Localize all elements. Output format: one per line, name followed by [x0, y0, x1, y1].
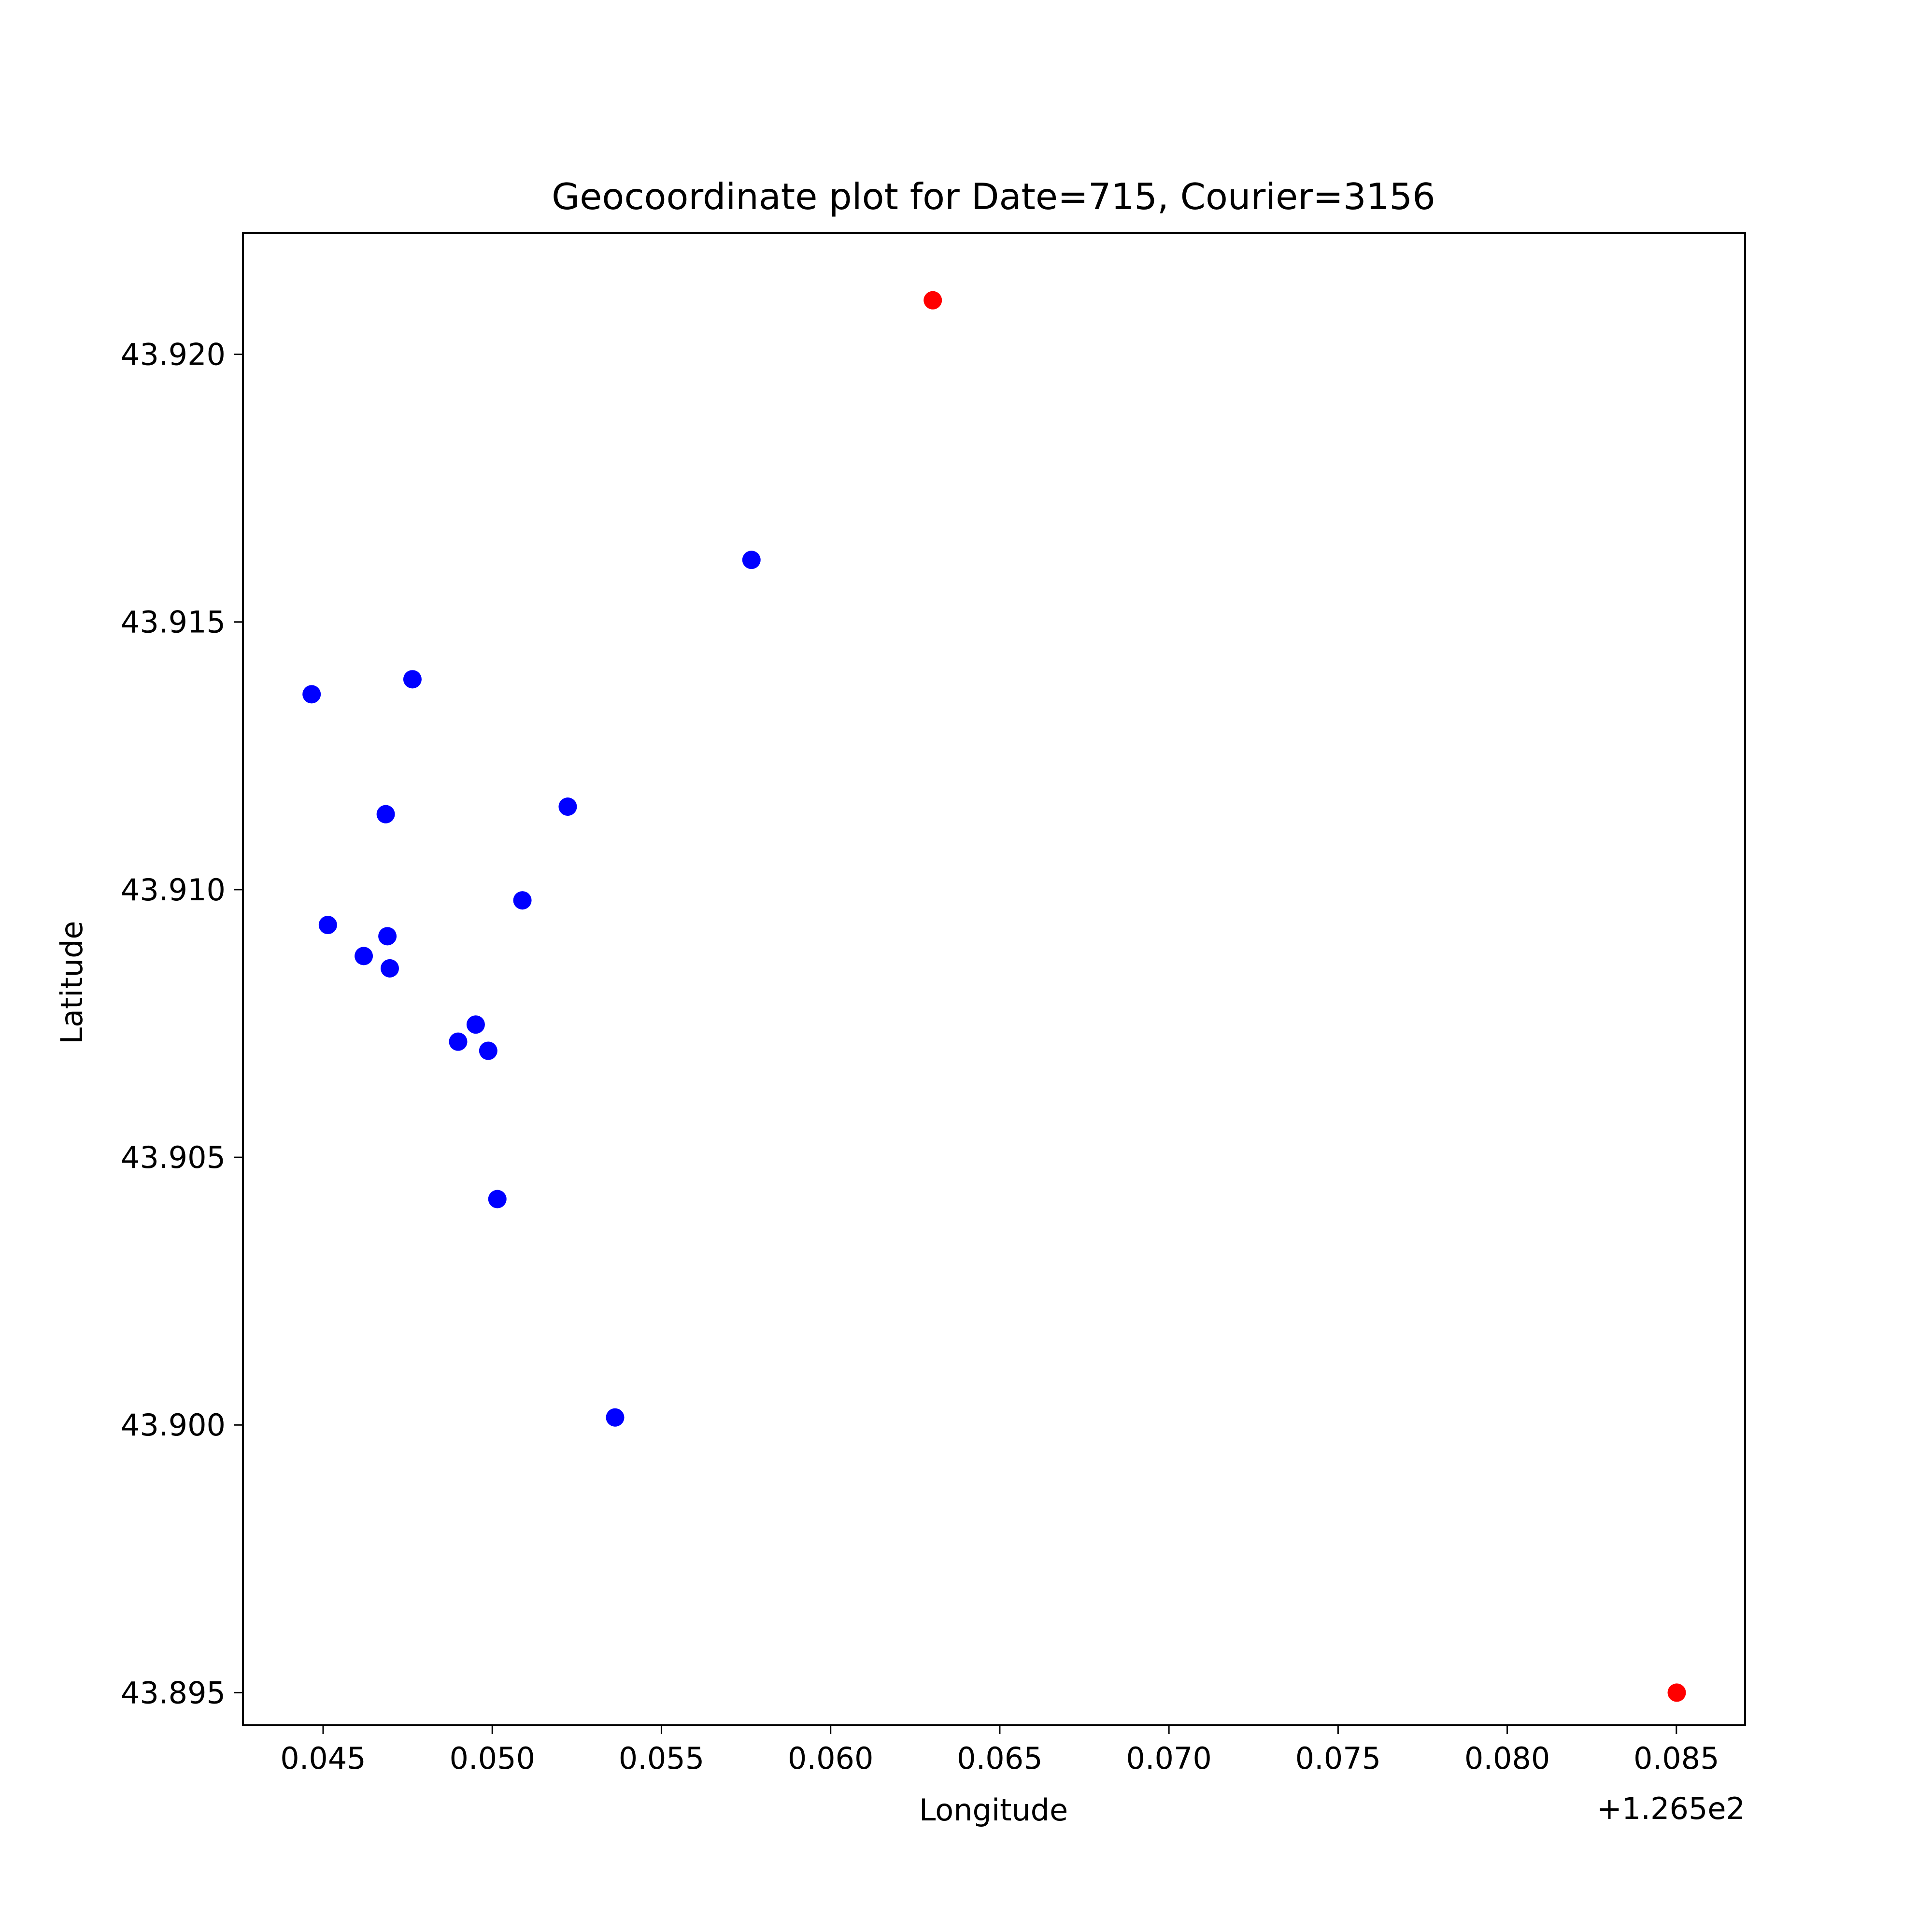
scatter-point: [923, 291, 942, 310]
x-tick-label: 0.080: [1464, 1741, 1550, 1776]
y-axis-label: Latitude: [54, 921, 89, 1044]
y-tick-label: 43.910: [121, 872, 226, 908]
plot-frame: [242, 232, 1746, 1726]
y-tick-label: 43.920: [121, 337, 226, 372]
scatter-point: [606, 1408, 625, 1427]
y-tick-label: 43.915: [121, 605, 226, 640]
x-tick-label: 0.085: [1634, 1741, 1719, 1776]
scatter-point: [302, 685, 321, 704]
scatter-point: [378, 927, 397, 946]
x-tick-label: 0.065: [957, 1741, 1043, 1776]
y-tick-label: 43.905: [121, 1140, 226, 1175]
scatter-point: [479, 1041, 497, 1060]
scatter-point: [558, 797, 577, 816]
scatter-point: [380, 959, 399, 978]
scatter-point: [318, 916, 337, 935]
scatter-point: [355, 947, 373, 966]
scatter-point: [488, 1190, 507, 1208]
x-axis-label: Longitude: [919, 1792, 1068, 1828]
x-offset-text: +1.265e2: [1597, 1791, 1745, 1826]
x-tick-label: 0.075: [1295, 1741, 1381, 1776]
scatter-point: [513, 891, 532, 910]
scatter-point: [403, 670, 422, 689]
scatter-point: [376, 805, 395, 824]
y-tick-label: 43.900: [121, 1407, 226, 1443]
x-ticks: 0.045 0.050 0.055 0.060 0.065 0.070 0.075 0.080…: [280, 1725, 1719, 1776]
x-tick-label: 0.060: [788, 1741, 874, 1776]
x-tick-label: 0.050: [449, 1741, 535, 1776]
chart-title: Geocoordinate plot for Date=715, Courier…: [552, 175, 1435, 218]
scatter-point: [466, 1015, 485, 1034]
y-tick-label: 43.895: [121, 1675, 226, 1710]
x-tick-label: 0.055: [619, 1741, 705, 1776]
x-tick-label: 0.045: [280, 1741, 366, 1776]
scatter-point: [449, 1032, 468, 1051]
scatter-point: [1667, 1683, 1686, 1702]
data-points: [302, 291, 1686, 1702]
scatter-point: [742, 551, 761, 569]
y-ticks: 43.895 43.900 43.905 43.910 43.915 43.920: [121, 337, 243, 1710]
x-tick-label: 0.070: [1126, 1741, 1212, 1776]
